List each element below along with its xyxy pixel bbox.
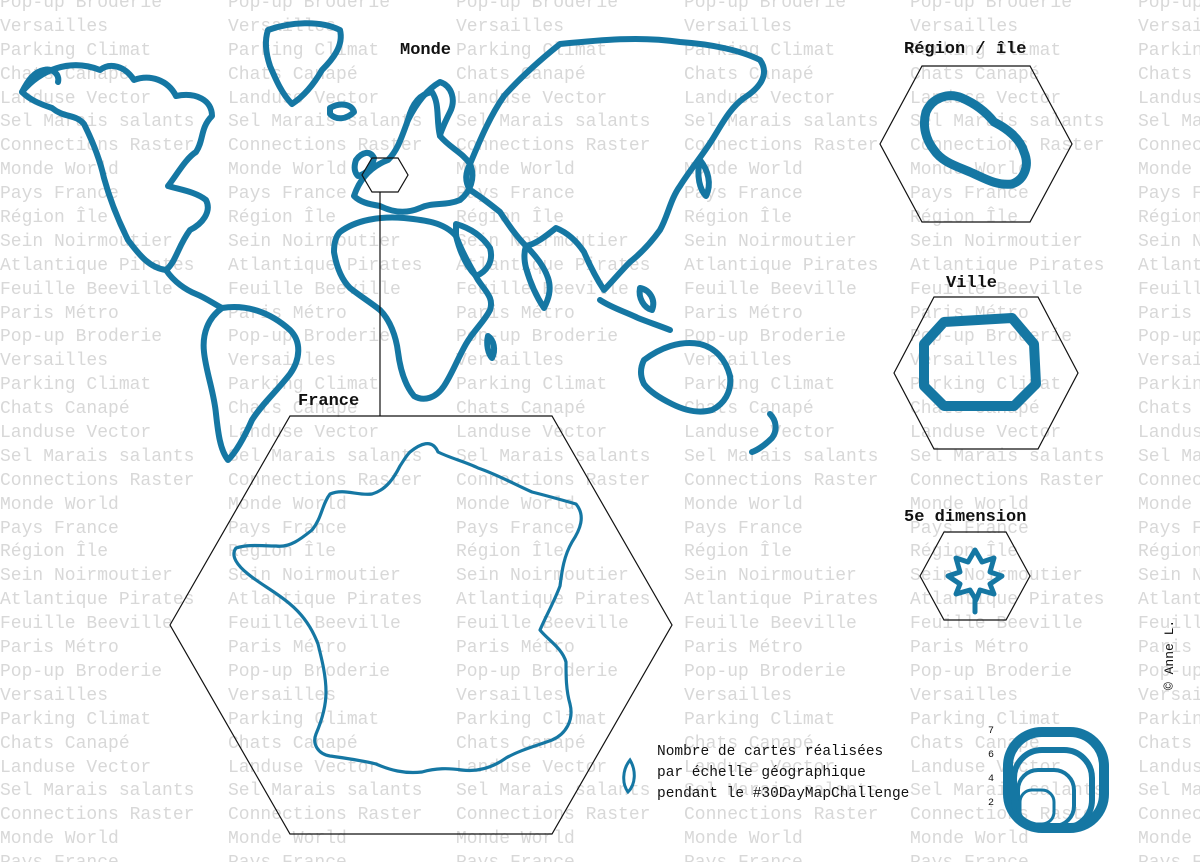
- legend-ring-4: [1016, 768, 1076, 828]
- legend-tick-7: 7: [988, 726, 995, 737]
- japan-outline: [695, 157, 712, 199]
- madagascar-outline: [484, 333, 498, 361]
- author-credit: © Anne L.: [1162, 619, 1177, 690]
- south-america-outline: [200, 304, 302, 463]
- iceland-outline: [327, 101, 357, 122]
- central-america-outline: [163, 267, 225, 311]
- city-octagon-shape: [919, 313, 1041, 411]
- leaf-shape: [945, 547, 1005, 615]
- zoom-indicator: [361, 157, 409, 416]
- background-word: Pays France: [228, 852, 458, 862]
- greenland-outline: [262, 20, 344, 107]
- legend-tick-6: 6: [988, 750, 995, 761]
- label-world: Monde: [400, 41, 452, 60]
- india-outline: [521, 243, 553, 311]
- legend-tick-4: 4: [988, 774, 995, 785]
- europe-outline: [351, 89, 476, 215]
- label-france: France: [298, 392, 360, 411]
- scale-legend: [1003, 727, 1109, 833]
- borneo-outline: [636, 285, 657, 313]
- background-word: Pays France: [0, 852, 230, 862]
- background-word: Pays France: [684, 852, 914, 862]
- label-fifth-dimension: 5e dimension: [904, 508, 1027, 527]
- new-zealand-outline: [749, 411, 779, 455]
- legend-tick-2: 2: [988, 798, 995, 809]
- region-island-outline: [919, 91, 1031, 189]
- caption-line-1: Nombre de cartes réalisées: [657, 744, 884, 760]
- uk-outline: [351, 150, 377, 179]
- australia-outline: [638, 340, 734, 415]
- africa-outline: [331, 214, 494, 402]
- label-city: Ville: [946, 274, 998, 293]
- background-word: Pays France: [456, 852, 686, 862]
- france-outline: [232, 442, 583, 775]
- background-word: Pays France: [1138, 852, 1200, 862]
- label-region: Région / île: [904, 40, 1027, 59]
- fifth-dimension-hexagon: [919, 531, 1031, 621]
- legend-ring-2: [1018, 788, 1056, 826]
- caption-line-2: par échelle géographique: [657, 765, 866, 781]
- indonesia-outline: [597, 297, 673, 333]
- asia-outline: [463, 35, 767, 293]
- scandinavia-outline: [405, 79, 456, 139]
- caption-line-3: pendant le #30DayMapChallenge: [657, 786, 910, 802]
- world-map: [19, 20, 779, 463]
- legend-caption: Nombre de cartes réalisées par échelle g…: [657, 742, 977, 805]
- france-hexagon: [169, 415, 673, 835]
- corsica-outline: [622, 757, 636, 795]
- alaska-outline: [19, 66, 62, 95]
- north-america-outline: [19, 62, 215, 273]
- france-zoom-hexagon: [361, 157, 409, 193]
- background-word: Pays France: [910, 852, 1140, 862]
- region-hexagon: [879, 65, 1073, 223]
- city-hexagon: [893, 296, 1079, 450]
